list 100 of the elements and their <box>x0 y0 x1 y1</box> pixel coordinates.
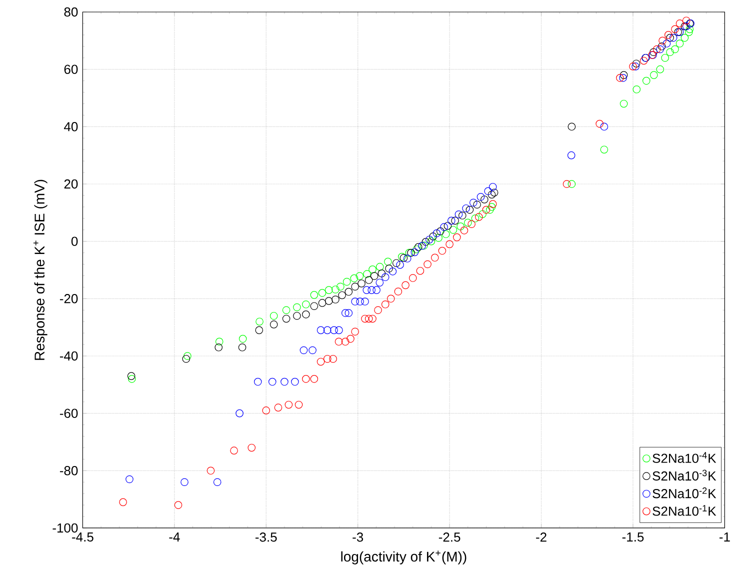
point <box>488 182 497 191</box>
point <box>629 62 637 70</box>
point <box>642 76 650 85</box>
point <box>376 262 384 271</box>
point <box>471 214 480 222</box>
point <box>184 352 192 360</box>
point <box>268 378 276 386</box>
point <box>351 282 359 291</box>
point <box>652 45 661 54</box>
point <box>666 48 674 56</box>
point <box>402 281 410 290</box>
point <box>127 372 136 380</box>
point <box>364 276 373 284</box>
point <box>620 71 628 79</box>
point <box>456 222 464 230</box>
point <box>248 444 256 452</box>
x-tick-label: -2.5 <box>438 532 460 542</box>
point <box>376 278 384 287</box>
point <box>238 334 247 343</box>
point <box>384 258 392 266</box>
point <box>262 406 270 414</box>
point <box>444 222 452 230</box>
point <box>270 312 278 320</box>
point <box>324 286 333 294</box>
point <box>316 358 325 366</box>
point <box>316 326 325 334</box>
point <box>254 378 262 386</box>
point <box>368 266 376 274</box>
point <box>658 42 666 50</box>
y-tick-label: -40 <box>60 351 78 361</box>
point <box>293 312 301 320</box>
point <box>324 297 333 305</box>
point <box>430 254 439 262</box>
point <box>438 246 446 255</box>
point <box>282 306 290 314</box>
point <box>422 238 430 246</box>
point <box>410 248 419 256</box>
point <box>464 218 472 227</box>
point <box>661 54 669 62</box>
point <box>119 498 127 506</box>
y-tick-label: 40 <box>64 122 78 132</box>
point <box>329 354 337 363</box>
point <box>429 232 437 240</box>
point <box>344 309 353 317</box>
point <box>215 338 224 346</box>
point <box>449 226 458 234</box>
point <box>656 45 664 54</box>
point <box>351 328 359 336</box>
point <box>334 338 343 346</box>
point <box>476 192 485 201</box>
point <box>362 286 371 294</box>
point <box>452 233 461 242</box>
point <box>462 204 470 212</box>
point <box>374 306 382 314</box>
point <box>255 326 264 334</box>
point <box>332 296 340 304</box>
x-tick-label: -1 <box>719 532 730 542</box>
point <box>416 266 424 275</box>
point <box>236 409 244 418</box>
point <box>335 326 343 334</box>
point <box>473 200 481 209</box>
point <box>640 56 648 65</box>
point <box>616 74 624 82</box>
point <box>342 278 351 286</box>
point <box>480 196 488 204</box>
point <box>300 346 308 354</box>
y-axis-title: Response of the K$^{+}$ ISE (mV) <box>34 180 48 360</box>
x-tick-label: -2 <box>536 532 546 542</box>
point <box>370 272 378 280</box>
point <box>685 28 693 36</box>
point <box>356 298 364 306</box>
point <box>381 300 390 308</box>
point <box>318 299 326 307</box>
point <box>126 475 134 484</box>
point <box>351 298 359 306</box>
point <box>291 378 299 386</box>
point <box>442 230 450 238</box>
y-tick-label: 20 <box>64 179 78 189</box>
point <box>206 466 215 475</box>
point <box>482 206 490 214</box>
point <box>656 65 664 74</box>
point <box>454 210 463 218</box>
point <box>368 314 376 323</box>
point <box>213 478 222 486</box>
point <box>412 245 420 254</box>
x-axis-title: log(activity of K$^{+}$(M)) <box>341 550 466 564</box>
point <box>238 343 246 352</box>
point <box>270 320 278 328</box>
point <box>361 314 369 323</box>
point <box>676 20 684 28</box>
point <box>230 446 238 454</box>
point <box>458 212 466 220</box>
point <box>686 25 694 34</box>
point <box>414 243 422 251</box>
point <box>385 264 393 272</box>
y-tick-label: -100 <box>52 523 78 533</box>
point <box>632 85 641 94</box>
point <box>128 375 136 383</box>
point <box>280 378 288 386</box>
point <box>662 40 671 48</box>
